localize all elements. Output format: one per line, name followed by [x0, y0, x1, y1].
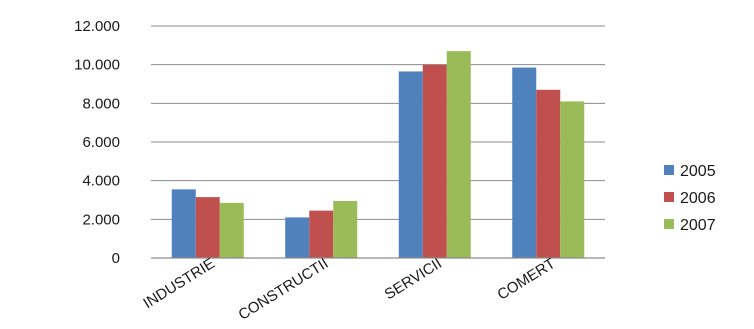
x-axis-ticks: INDUSTRIE CONSTRUCTII SERVICII COMERT: [140, 255, 558, 324]
bar-2007-industrie: [219, 202, 244, 258]
y-tick-label: 8.000: [82, 95, 120, 112]
x-tick-label: COMERT: [494, 255, 558, 304]
y-tick-label: 10.000: [74, 57, 120, 74]
bar-2005-servicii: [398, 71, 423, 258]
y-tick-label: 12.000: [74, 18, 120, 35]
legend-swatch-2007: [664, 219, 674, 229]
bar-2005-industrie: [171, 189, 196, 258]
bar-2005-constructii: [285, 217, 310, 258]
legend-label-2007: 2007: [680, 217, 716, 234]
bar-2006-industrie: [195, 197, 220, 258]
legend-label-2005: 2005: [680, 163, 716, 180]
bar-2006-servicii: [422, 64, 447, 259]
bar-2006-constructii: [309, 210, 334, 258]
legend-label-2006: 2006: [680, 190, 716, 207]
x-tick-label: SERVICII: [382, 255, 445, 303]
legend-swatch-2006: [664, 192, 674, 202]
bar-2007-servicii: [446, 51, 471, 259]
bars: [171, 51, 585, 259]
legend-swatch-2005: [664, 165, 674, 175]
y-axis-ticks: 0 2.000 4.000 6.000 8.000 10.000 12.000: [74, 18, 120, 267]
y-tick-label: 6.000: [82, 134, 120, 151]
bar-2006-comert: [536, 89, 561, 258]
y-tick-label: 2.000: [82, 211, 120, 228]
y-tick-label: 0: [112, 250, 120, 267]
x-tick-label: CONSTRUCTII: [235, 255, 331, 324]
bar-2007-comert: [560, 101, 585, 259]
bar-2007-constructii: [333, 200, 358, 258]
bar-2005-comert: [512, 67, 537, 258]
y-tick-label: 4.000: [82, 173, 120, 190]
x-tick-label: INDUSTRIE: [140, 255, 218, 312]
legend: 2005 2006 2007: [664, 163, 716, 234]
